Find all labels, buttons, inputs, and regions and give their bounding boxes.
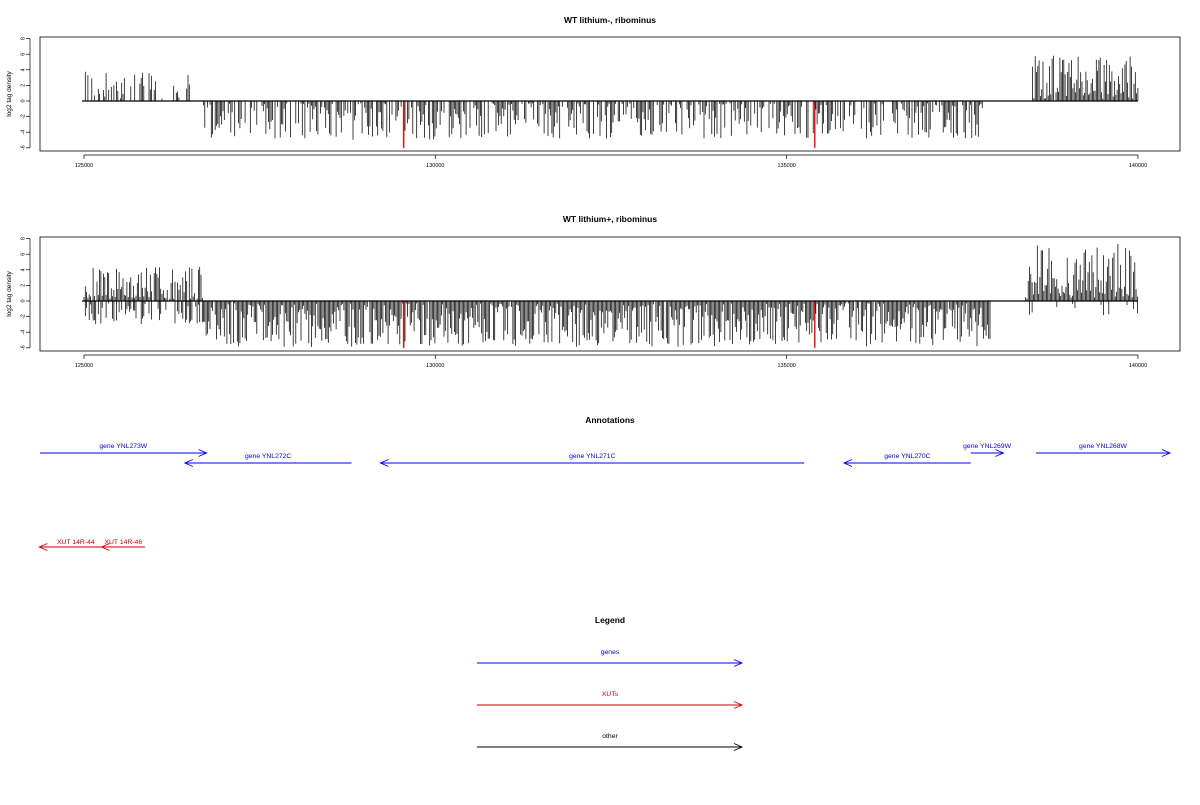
y-tick-label: 8 xyxy=(20,37,26,40)
panel-title: WT lithium-, ribominus xyxy=(564,15,656,25)
y-axis-label: log2 tag density xyxy=(6,270,13,316)
y-axis-label: log2 tag density xyxy=(6,70,13,116)
x-tick-label: 140000 xyxy=(1129,163,1147,169)
xut-label: XUT 14R-44 xyxy=(57,539,95,546)
arrowhead-icon xyxy=(100,543,110,551)
arrowhead-icon xyxy=(38,543,48,551)
y-tick-label: 8 xyxy=(20,237,26,240)
track-panel-lithium-plus: WT lithium+, ribominus log2 tag density … xyxy=(6,214,1181,369)
arrowhead-icon xyxy=(995,449,1005,457)
arrowhead-icon xyxy=(733,701,744,709)
arrowhead-icon xyxy=(198,449,208,457)
xut-label: XUT 14R-46 xyxy=(104,539,142,546)
y-tick-label: -6 xyxy=(20,345,26,350)
arrowhead-icon xyxy=(733,743,744,751)
gene-label: gene YNL269W xyxy=(963,443,1011,450)
legend-item: XUTs xyxy=(477,691,744,709)
y-tick-label: 4 xyxy=(20,268,26,271)
arrowhead-icon xyxy=(733,659,744,667)
gene-label: gene YNL273W xyxy=(99,443,147,450)
legend-label: other xyxy=(602,733,618,740)
x-tick-label: 130000 xyxy=(426,363,444,369)
legend-items: genes XUTs other xyxy=(477,649,744,751)
xut-arrow: XUT 14R-46 xyxy=(100,539,146,551)
x-tick-label: 125000 xyxy=(75,163,93,169)
gene-label: gene YNL272C xyxy=(245,453,291,460)
y-tick-label: 6 xyxy=(20,53,26,56)
y-tick-label: 2 xyxy=(20,284,26,287)
y-tick-label: -2 xyxy=(20,114,26,119)
y-tick-label: -4 xyxy=(20,330,26,335)
y-tick-label: 0 xyxy=(20,299,26,302)
legend-title: Legend xyxy=(595,615,625,625)
y-tick-label: 4 xyxy=(20,68,26,71)
legend-item: genes xyxy=(477,649,744,667)
y-axis: 8 6 4 2 0 -2 -4 -6 xyxy=(20,37,31,150)
xut-arrows: XUT 14R-44 XUT 14R-46 xyxy=(38,539,146,551)
y-tick-label: -4 xyxy=(20,130,26,135)
y-tick-label: -2 xyxy=(20,314,26,319)
xut-arrow: XUT 14R-44 xyxy=(38,539,113,551)
y-tick-label: 2 xyxy=(20,84,26,87)
gene-label: gene YNL270C xyxy=(884,453,930,460)
gene-arrows: gene YNL273W gene YNL272C gene YNL271C gene… xyxy=(40,443,1172,467)
y-axis: 8 6 4 2 0 -2 -4 -6 xyxy=(20,237,31,350)
legend-label: genes xyxy=(601,649,620,656)
density-bars xyxy=(83,244,1138,347)
gene-arrow: gene YNL269W xyxy=(963,443,1012,457)
highlight-bars xyxy=(403,301,816,348)
y-tick-label: 6 xyxy=(20,253,26,256)
plot-frame xyxy=(39,236,1181,352)
y-tick-label: -6 xyxy=(20,145,26,150)
x-axis: 125000 130000 135000 140000 xyxy=(75,354,1147,369)
arrowhead-icon xyxy=(183,459,194,467)
plot-frame xyxy=(39,36,1181,152)
gene-arrow: gene YNL272C xyxy=(183,453,352,467)
x-tick-label: 135000 xyxy=(777,163,795,169)
x-axis: 125000 130000 135000 140000 xyxy=(75,154,1147,169)
panel-title: WT lithium+, ribominus xyxy=(563,214,657,224)
gene-arrow: gene YNL271C xyxy=(379,453,805,467)
gene-arrow: gene YNL270C xyxy=(842,453,971,467)
gene-label: gene YNL268W xyxy=(1079,443,1127,450)
legend-item: other xyxy=(477,733,744,751)
legend-label: XUTs xyxy=(602,691,619,698)
x-tick-label: 125000 xyxy=(75,363,93,369)
arrowhead-icon xyxy=(379,459,389,467)
x-tick-label: 140000 xyxy=(1129,363,1147,369)
arrowhead-icon xyxy=(842,459,853,467)
gene-arrow: gene YNL273W xyxy=(40,443,208,457)
annotations-title: Annotations xyxy=(585,415,635,425)
gene-arrow: gene YNL268W xyxy=(1035,443,1172,457)
highlight-bars xyxy=(403,101,816,148)
y-tick-label: 0 xyxy=(20,99,26,102)
gene-label: gene YNL271C xyxy=(569,453,615,460)
x-tick-label: 135000 xyxy=(777,363,795,369)
legend: Legend genes XUTs other xyxy=(477,615,744,751)
x-tick-label: 130000 xyxy=(426,163,444,169)
density-bars xyxy=(84,55,1139,140)
track-panel-lithium-minus: WT lithium-, ribominus log2 tag density … xyxy=(6,15,1181,169)
arrowhead-icon xyxy=(1161,449,1172,457)
